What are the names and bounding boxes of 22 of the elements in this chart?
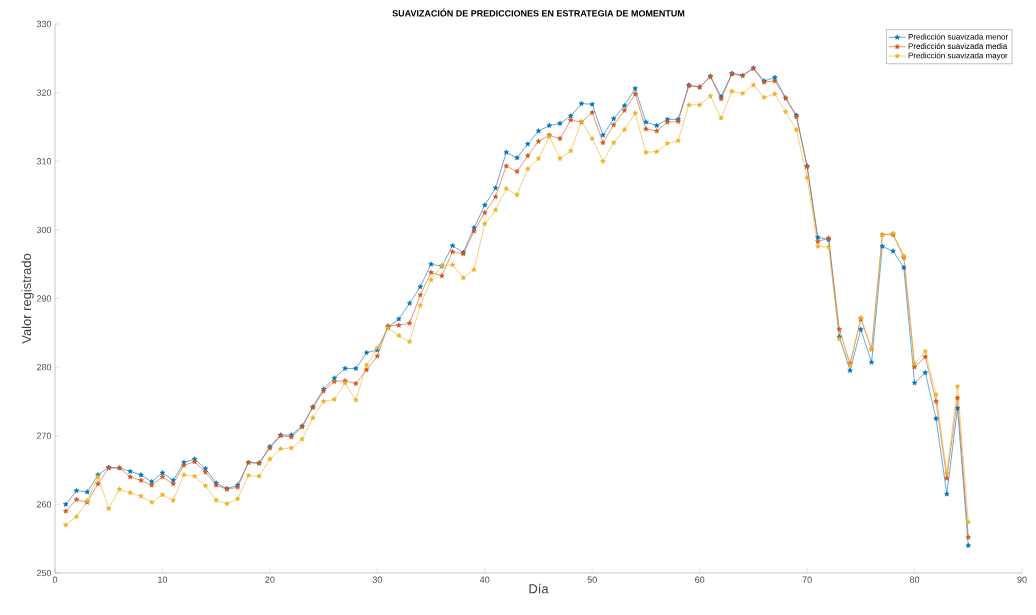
chart-title: SUAVIZACIÓN DE PREDICCIONES EN ESTRATEGIA DE MOMENTUM [392,8,685,17]
y-tick-label: 320 [36,89,52,96]
y-tick-label: 310 [36,158,52,165]
y-tick-label: 270 [36,432,52,439]
y-tick-label: 280 [36,363,52,371]
x-tick-label: 40 [479,576,490,583]
x-tick-label: 30 [372,576,382,583]
x-axis-title: Día [529,583,549,594]
y-tick-label: 260 [36,501,52,508]
x-tick-label: 90 [1017,576,1027,583]
y-tick-label: 250 [36,569,52,577]
x-tick-label: 0 [52,576,58,583]
y-tick-label: 300 [36,226,52,234]
x-tick-label: 10 [158,576,168,583]
x-tick-label: 50 [587,576,597,583]
y-tick-label: 330 [36,20,52,28]
x-tick-label: 80 [909,576,920,583]
y-tick-label: 290 [36,295,52,302]
x-tick-label: 70 [802,576,812,583]
x-tick-label: 20 [265,576,275,583]
y-axis-title: Valor registrado [21,253,34,344]
x-tick-label: 60 [695,576,705,583]
